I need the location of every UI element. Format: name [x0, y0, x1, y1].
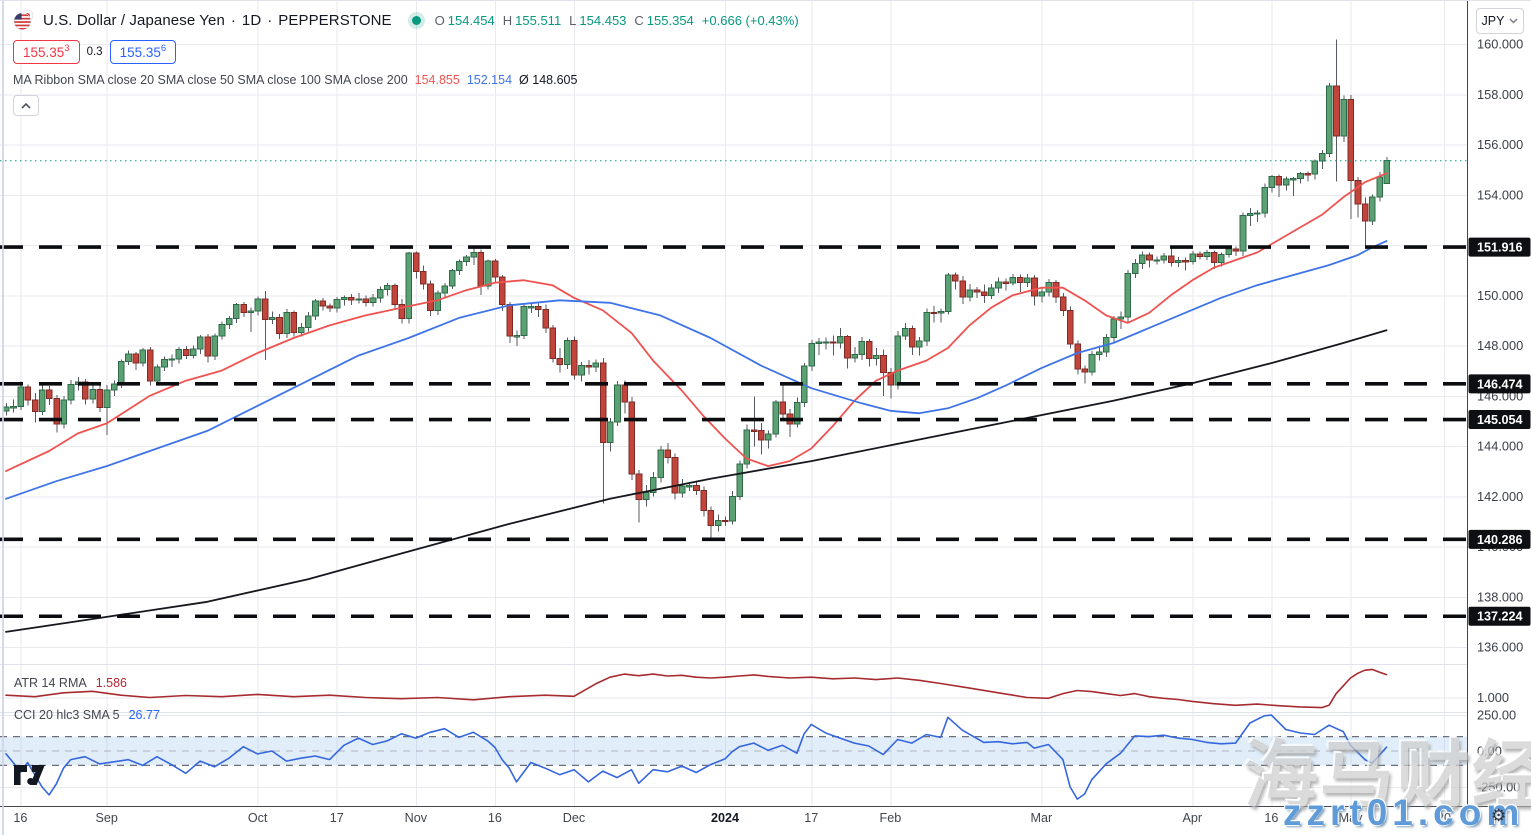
- price-axis-labels: 160.000158.000156.000154.000152.000150.0…: [1468, 37, 1531, 794]
- sell-price-button[interactable]: 155.353: [13, 40, 80, 64]
- market-status-dot-icon[interactable]: [411, 15, 421, 25]
- price-level-label-text: 145.054: [1477, 413, 1523, 427]
- sma200-line: [5, 329, 1388, 633]
- sma50-line: [5, 240, 1388, 500]
- candlestick-series: [3, 39, 1391, 541]
- price-tick-label: 160.000: [1477, 37, 1523, 52]
- symbol-title[interactable]: U.S. Dollar / Japanese Yen: [43, 11, 225, 29]
- price-level-label: [1468, 410, 1531, 430]
- time-tick-label: Apr: [1183, 811, 1203, 825]
- collapse-legend-button[interactable]: [13, 95, 39, 116]
- price-level-label-text: 137.224: [1477, 610, 1523, 624]
- price-tick-label: 136.000: [1477, 640, 1523, 655]
- time-tick-label: 2024: [711, 811, 739, 825]
- sma20-line: [5, 172, 1388, 472]
- time-axis-labels: 16 Sep Oct 17 Nov 16 Dec 2024 17 Feb Mar Apr 16 May 20: [13, 811, 1451, 825]
- cci-tick-label: -250.00: [1477, 779, 1520, 794]
- open-value: 154.454: [447, 12, 495, 28]
- price-level-label: [1468, 529, 1531, 549]
- spread-value: 0.3: [86, 46, 103, 58]
- price-tick-label: 156.000: [1477, 137, 1523, 152]
- sma200-average: Ø 148.605: [519, 73, 578, 87]
- time-tick-label: 16: [488, 811, 502, 825]
- time-tick-label: 20: [1437, 811, 1451, 825]
- time-tick-label: Mar: [1031, 811, 1053, 825]
- price-level-label: [1468, 237, 1531, 257]
- tradingview-logo[interactable]: [14, 765, 45, 790]
- price-level-label-text: 146.474: [1477, 377, 1523, 391]
- price-level-label-text: 140.286: [1477, 533, 1523, 547]
- time-tick-label: 17: [804, 811, 818, 825]
- price-tick-label: 138.000: [1477, 589, 1523, 604]
- close-label: C: [634, 12, 644, 28]
- currency-unit-button[interactable]: JPY: [1476, 8, 1524, 34]
- time-tick-label: 16: [1264, 811, 1278, 825]
- high-value: 155.511: [515, 12, 562, 28]
- ohlc-readout: O 154.454 H 155.511 L 154.453 C 155.354 …: [435, 13, 799, 28]
- low-label: L: [569, 12, 577, 28]
- price-level-label: [1468, 374, 1531, 394]
- atr-line: [5, 668, 1388, 709]
- symbol-flag-icon: [13, 9, 35, 31]
- gridlines: [0, 0, 1467, 807]
- atr-value: 1.586: [95, 676, 127, 690]
- title-separator: ·: [230, 11, 236, 29]
- time-tick-label: Sep: [95, 811, 117, 825]
- price-tick-label: 144.000: [1477, 439, 1523, 454]
- quote-row: 155.353 0.3 155.356: [13, 40, 799, 64]
- bid-pip-digit: 3: [64, 43, 70, 54]
- time-tick-label: May: [1339, 811, 1363, 825]
- cci-tick-label: 250.00: [1477, 708, 1516, 723]
- chevron-up-icon: [21, 102, 31, 109]
- ask-pip-digit: 6: [160, 43, 167, 54]
- chart-settings-gear-icon[interactable]: ⚙: [1491, 806, 1507, 825]
- time-tick-label: Nov: [405, 811, 428, 825]
- cci-value: 26.77: [128, 708, 160, 722]
- price-tick-label: 154.000: [1477, 187, 1523, 202]
- change-value: +0.666 (+0.43%): [701, 12, 799, 28]
- buy-price-button[interactable]: 155.356: [109, 40, 177, 64]
- low-value: 154.453: [579, 12, 627, 28]
- sma20-value: 154.855: [414, 73, 460, 87]
- cci-title: CCI 20 hlc3 SMA 5: [14, 708, 120, 722]
- currency-label: JPY: [1481, 14, 1505, 28]
- title-separator2: ·: [267, 11, 273, 29]
- time-tick-label: 16: [13, 811, 27, 825]
- price-level-label: [1468, 606, 1531, 626]
- time-tick-label: 17: [330, 811, 344, 825]
- time-tick-label: Oct: [248, 811, 268, 825]
- interval-label[interactable]: 1D: [241, 11, 262, 29]
- time-tick-label: Dec: [563, 811, 585, 825]
- sma50-value: 152.154: [466, 73, 513, 87]
- price-tick-label: 142.000: [1477, 489, 1523, 504]
- cci-line: [5, 714, 1388, 800]
- atr-title: ATR 14 RMA: [14, 676, 87, 690]
- price-level-label-text: 151.916: [1477, 241, 1523, 255]
- high-label: H: [502, 12, 513, 28]
- exchange-label[interactable]: PEPPERSTONE: [278, 11, 392, 29]
- main-legend: U.S. Dollar / Japanese Yen · 1D · PEPPER…: [13, 7, 799, 116]
- symbol-row[interactable]: U.S. Dollar / Japanese Yen · 1D · PEPPER…: [13, 7, 799, 33]
- top-divider: [0, 0, 1531, 1]
- ma-ribbon-legend[interactable]: MA Ribbon SMA close 20 SMA close 50 SMA …: [13, 73, 799, 87]
- price-tick-label: 148.000: [1477, 338, 1523, 353]
- cci-tick-label: 0.00: [1477, 744, 1502, 759]
- price-tick-label: 158.000: [1477, 87, 1523, 102]
- open-label: O: [434, 12, 445, 28]
- price-level-lines: [0, 245, 1467, 619]
- price-tick-label: 150.000: [1477, 288, 1523, 303]
- atr-legend[interactable]: ATR 14 RMA 1.586: [14, 676, 127, 690]
- time-tick-label: Feb: [880, 811, 902, 825]
- atr-tick-label: 1.000: [1477, 690, 1509, 705]
- cci-legend[interactable]: CCI 20 hlc3 SMA 5 26.77: [14, 708, 160, 722]
- left-edge-divider: [2, 0, 4, 835]
- chevron-down-icon: [1509, 18, 1518, 24]
- close-value: 155.354: [646, 12, 694, 28]
- ma-ribbon-title: MA Ribbon SMA close 20 SMA close 50 SMA …: [13, 73, 408, 87]
